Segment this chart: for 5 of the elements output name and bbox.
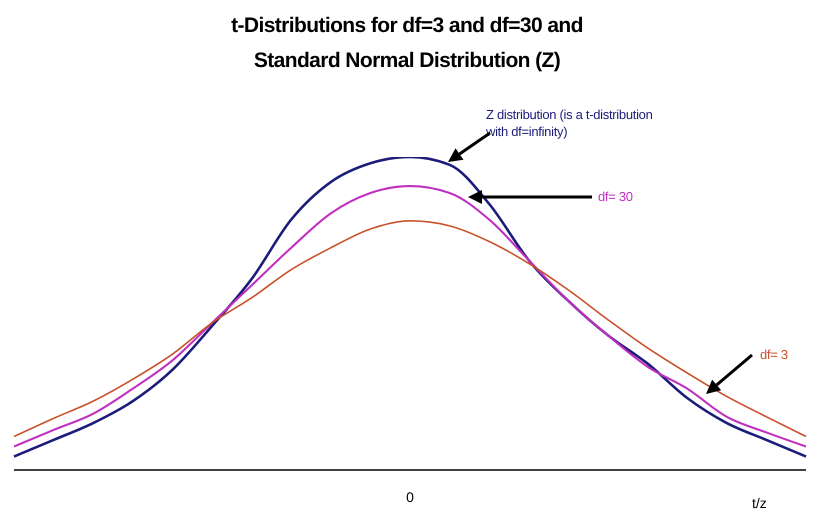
chart-title: t-Distributions for df=3 and df=30 and Standard Normal Distribution (Z) [230,13,584,74]
text: df= 3 [760,346,789,363]
text: df= 30 [598,188,634,205]
text: 0 [405,489,415,505]
x-axis-title: t/z [752,495,767,511]
